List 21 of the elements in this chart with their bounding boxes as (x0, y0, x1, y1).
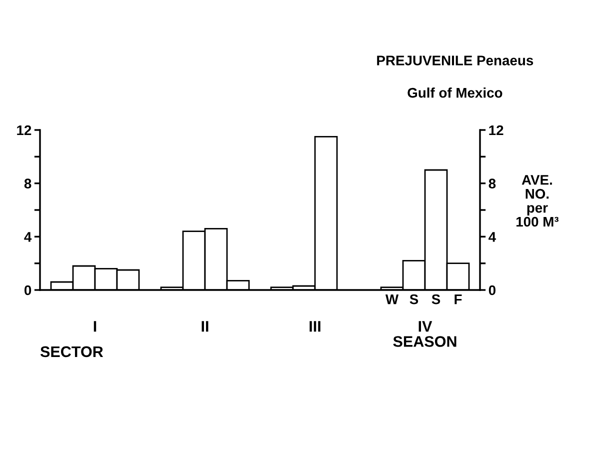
y-tick-label: 8 (24, 178, 32, 189)
y2-tick-label: 4 (488, 232, 496, 242)
x-tick-label: IV (418, 321, 432, 332)
series-label: S (432, 294, 440, 304)
x-tick-label: I (94, 321, 96, 332)
y2-tick-label: 8 (488, 178, 496, 189)
x-axis-title: SECTOR (40, 346, 104, 358)
series-label: F (454, 294, 462, 304)
x-tick-label: II (202, 321, 208, 332)
series-label: W (385, 294, 399, 304)
y-tick-label: 4 (24, 232, 32, 242)
y2-tick-label: 12 (489, 125, 504, 136)
chart-title: PREJUVENILE Penaeus (377, 56, 534, 66)
y-tick-label: 0 (24, 285, 32, 296)
chart-subtitle: Gulf of Mexico (408, 88, 502, 98)
text: SEASON (393, 336, 456, 347)
y2-axis-title: AVE. NO. per 100 M³ (516, 175, 559, 227)
y2-tick-label: 0 (488, 285, 496, 296)
y-tick-label: 12 (17, 125, 32, 136)
x-tick-label: III (310, 321, 320, 332)
series-label: S (410, 294, 418, 304)
